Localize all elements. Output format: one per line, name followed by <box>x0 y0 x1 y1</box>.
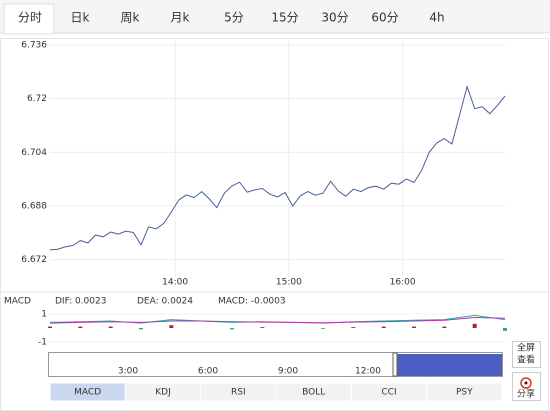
y-tick-label: 6.72 <box>27 94 47 104</box>
macd-title: MACD <box>4 297 31 307</box>
tab[interactable]: 5分 <box>224 11 244 25</box>
y-tick-label: 6.672 <box>21 255 47 265</box>
share-button[interactable] <box>512 372 541 401</box>
legend-entry: DIF: 0.0023 <box>55 297 106 307</box>
macd-line <box>49 316 506 324</box>
macd-bar <box>48 326 52 328</box>
macd-bar <box>139 328 143 330</box>
macd-bar <box>381 326 386 328</box>
indicator-tab[interactable]: KDJ <box>155 388 171 398</box>
indicator-tab[interactable]: CCI <box>381 388 396 398</box>
indicator-tab[interactable]: BOLL <box>302 388 325 398</box>
indicator-tab[interactable]: PSY <box>456 388 473 398</box>
tab-bar <box>0 0 550 33</box>
macd-bar <box>351 327 356 328</box>
macd-bar <box>442 326 447 328</box>
macd-bar <box>503 328 507 331</box>
macd-bar <box>321 328 325 329</box>
macd-bar <box>230 328 234 330</box>
tab[interactable]: 月k <box>171 11 190 25</box>
fullscreen-label: 查看 <box>517 354 535 366</box>
share-icon <box>520 377 532 389</box>
price-line <box>49 84 506 251</box>
indicator-tab[interactable]: MACD <box>74 388 101 398</box>
y-tick-label: 6.688 <box>21 201 47 211</box>
navigator-handle[interactable] <box>392 352 398 377</box>
legend-entry: MACD: -0.0003 <box>218 297 286 307</box>
tab-active-bg[interactable] <box>3 3 55 35</box>
y-tick-label: 1 <box>41 310 47 320</box>
navigator-label: 9:00 <box>278 367 298 377</box>
tab[interactable]: 分时 <box>18 11 42 25</box>
navigator-label: 3:00 <box>118 367 138 377</box>
tab[interactable]: 4h <box>429 11 444 25</box>
x-tick-label: 15:00 <box>276 278 302 288</box>
share-icon <box>524 381 528 385</box>
macd-bar <box>78 326 83 328</box>
share-label: 分享 <box>517 388 535 400</box>
navigator-window[interactable] <box>397 354 502 376</box>
x-tick-label: 14:00 <box>162 278 188 288</box>
tab[interactable]: 15分 <box>271 11 298 25</box>
tab[interactable]: 30分 <box>321 11 348 25</box>
macd-bar <box>472 323 477 328</box>
fullscreen-label: 全屏 <box>517 342 535 354</box>
y-tick-label: -1 <box>38 338 47 348</box>
macd-bar <box>412 326 416 328</box>
macd-bar <box>260 327 265 328</box>
indicator-tab[interactable]: RSI <box>231 388 246 398</box>
indicator-tab-bg[interactable] <box>426 382 503 402</box>
tab[interactable]: 日k <box>71 11 90 25</box>
fullscreen-button[interactable] <box>512 341 541 368</box>
macd-bar <box>169 325 174 328</box>
navigator-label: 12:00 <box>355 367 381 377</box>
legend-entry: DEA: 0.0024 <box>137 297 193 307</box>
y-tick-label: 6.736 <box>21 41 47 51</box>
tab[interactable]: 周k <box>121 11 140 25</box>
navigator-label: 6:00 <box>198 367 218 377</box>
macd-bar <box>108 326 113 328</box>
y-tick-label: 6.704 <box>21 148 47 158</box>
x-tick-label: 16:00 <box>390 278 416 288</box>
tab[interactable]: 60分 <box>371 11 398 25</box>
